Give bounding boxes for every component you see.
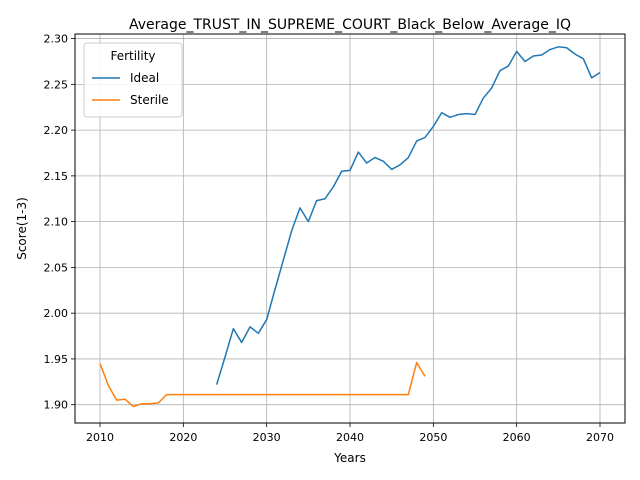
legend: Fertility Ideal Sterile bbox=[83, 42, 183, 118]
y-tick-label: 2.20 bbox=[44, 124, 69, 137]
legend-label: Ideal bbox=[130, 71, 159, 85]
legend-box bbox=[83, 42, 183, 118]
legend-title: Fertility bbox=[110, 49, 155, 63]
y-tick-label: 1.95 bbox=[44, 353, 69, 366]
series-layer bbox=[99, 46, 601, 408]
axis-ticks: 2010 2020 2030 2040 2050 2060 2070 1.90 1.95 2.00… bbox=[44, 33, 615, 444]
y-tick-label: 2.05 bbox=[44, 261, 69, 274]
y-tick-label: 2.30 bbox=[44, 33, 69, 46]
y-tick-label: 1.90 bbox=[44, 399, 69, 412]
x-tick-label: 2020 bbox=[169, 431, 197, 444]
x-tick-label: 2010 bbox=[86, 431, 114, 444]
y-axis-label: Score(1-3) bbox=[15, 197, 29, 260]
grid bbox=[75, 34, 625, 423]
x-tick-label: 2070 bbox=[586, 431, 614, 444]
y-tick-label: 2.10 bbox=[44, 216, 69, 229]
y-tick-label: 2.15 bbox=[44, 170, 69, 183]
legend-label: Sterile bbox=[130, 93, 169, 107]
x-tick-label: 2040 bbox=[336, 431, 364, 444]
series-line-ideal bbox=[215, 46, 601, 385]
y-tick-label: 2.00 bbox=[44, 307, 69, 320]
x-tick-label: 2060 bbox=[503, 431, 531, 444]
chart-title: Average_TRUST_IN_SUPREME_COURT_Black_Bel… bbox=[129, 17, 571, 33]
x-tick-label: 2050 bbox=[419, 431, 447, 444]
y-tick-label: 2.25 bbox=[44, 78, 69, 91]
series-line-sterile bbox=[99, 361, 426, 408]
x-axis-label: Years bbox=[333, 451, 366, 465]
x-tick-label: 2030 bbox=[253, 431, 281, 444]
